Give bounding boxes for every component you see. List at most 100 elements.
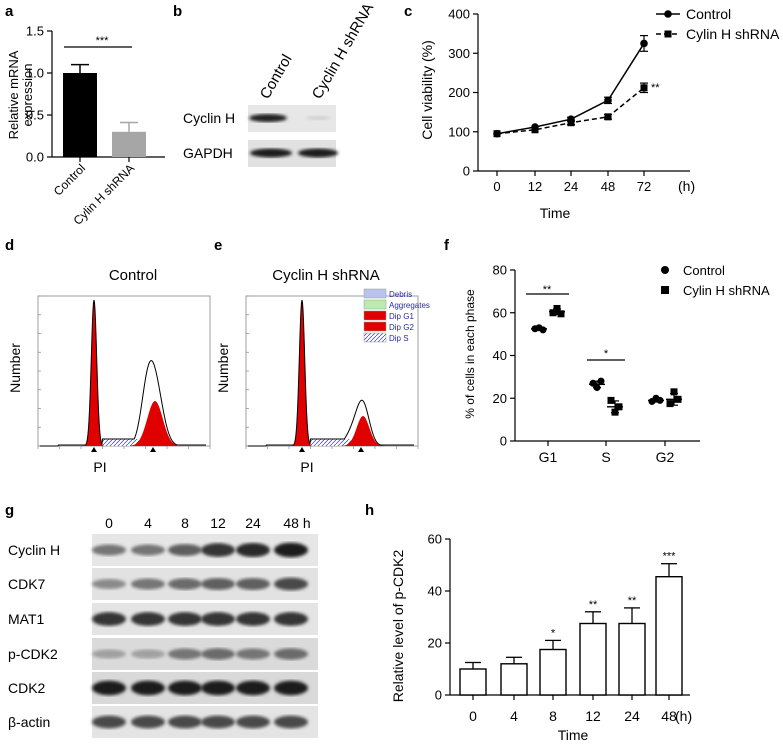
panel-c-x-tick-label: 0 [493,179,500,194]
panel-h-x-tick-label: 4 [510,708,518,724]
panel-g-band [168,578,202,590]
panel-f-sig-2: * [604,348,609,360]
panel-c-tick-label: 100 [448,124,470,139]
panel-f-tick-label: 20 [493,391,507,406]
panel-g-timepoint: 24 [245,515,261,531]
panel-g-band [274,542,308,558]
panel-c-tick-label: 300 [448,46,470,61]
panel-a-bar [112,131,146,157]
panel-g-band [131,578,165,590]
panel-g-band [274,648,308,660]
panel-h-x-tick-label: 12 [585,708,601,724]
histogram-g2-peak [131,401,177,446]
panel-f-point [615,403,623,411]
panel-b-letter: b [173,3,182,20]
panel-g-band [274,577,308,591]
panel-g-band [131,715,165,729]
panel-g-band [274,680,308,696]
panel-a-tick-label: 0.5 [26,108,44,123]
panel-f-point [674,395,682,403]
panel-h-tick-label: 0 [435,688,442,703]
panel-f-point [611,408,619,416]
panel-c-sig: ** [651,82,660,94]
panel-b-band [306,116,330,120]
panel-f-point [670,388,678,396]
panel-d-letter: d [5,237,14,254]
panel-h-sig: *** [663,551,677,563]
panel-c-tick-label: 0 [463,164,470,179]
panel-h-sig: * [551,627,556,639]
panel-h-x-tick-label: 48 [661,708,677,724]
panel-e-xlabel: PI [300,459,313,475]
panel-g-timepoint: 48 h [283,515,310,531]
panel-f-point [597,377,605,385]
panel-b: b Control Cyclin H shRNA Cyclin H GAPDH [173,0,377,167]
panel-f-letter: f [444,237,450,254]
panel-f-ylabel: % of cells in each phase [463,289,477,419]
panel-g-band [92,680,126,696]
panel-b-lane-control: Control [257,52,296,102]
panel-g-letter: g [5,502,14,519]
panel-g-band [201,648,235,660]
panel-g-band [131,649,165,659]
panel-c-x-tick-label: 24 [564,179,578,194]
panel-h-bar [539,648,567,696]
histogram-outline [40,299,206,447]
histogram-g2-marker [358,447,364,452]
panel-g-timepoint: 0 [105,515,113,531]
panel-f-point [539,326,547,334]
histogram-outline [248,299,414,447]
panel-e-legend-label: Aggregates [389,301,430,310]
histogram-g2-marker [150,447,156,452]
panel-a-category: Control [51,161,88,198]
panel-c-letter: c [404,3,412,20]
panel-d: d Control Number PI [5,237,211,475]
panel-c-legend-marker [664,10,672,18]
panel-g-row-label: CDK7 [8,576,46,592]
panel-d-xlabel: PI [93,459,106,475]
panel-e-legend-label: Dip G2 [389,323,414,332]
panel-a-bar [63,73,97,157]
panel-c-unit: (h) [678,178,695,194]
panel-f-tick-label: 60 [493,305,507,320]
panel-g-band [201,680,235,696]
panel-f: f % of cells in each phase 0 20 40 60 80 G1 S G… [444,237,770,465]
panel-g-row-label: MAT1 [8,611,45,627]
panel-g-row-label: p-CDK2 [8,646,58,662]
panel-h-bar [579,622,607,696]
panel-d-title: Control [109,267,157,284]
panel-c-x-tick-label: 12 [528,179,542,194]
panel-g-band [236,542,270,558]
panel-e-legend-swatch [363,310,387,321]
panel-f-category: S [601,449,610,465]
panel-b-band [250,148,292,158]
panel-h-sig: ** [589,599,598,611]
panel-f-legend-label: Control [683,263,725,278]
panel-h-tick-label: 60 [428,532,442,547]
panel-f-point [593,384,601,392]
panel-c-point [640,84,648,92]
panel-c-point [604,113,612,121]
panel-f-point [557,310,565,318]
panel-g-band [168,544,202,556]
panel-f-legend-marker [661,266,669,274]
panel-h-unit: (h) [675,708,692,724]
panel-c-point [531,126,539,134]
panel-g-band [236,612,270,626]
histogram-g2-peak [339,416,385,446]
panel-g-row-label: CDK2 [8,680,46,696]
panel-e-legend-swatch [363,299,387,310]
panel-g-band [201,578,235,590]
panel-g-timepoint: 12 [210,515,226,531]
histogram-g1-marker [91,447,97,452]
panel-e: e Cyclin H shRNA Number PI Debris Aggrega… [214,237,430,475]
panel-g-band [274,612,308,626]
panel-f-tick-label: 40 [493,348,507,363]
panel-g-row-label: β-actin [8,714,50,730]
panel-c-ylabel: Cell viability (%) [419,40,435,140]
panel-a-sig: *** [96,35,110,47]
panel-g-band [201,715,235,729]
histogram-frame [37,295,211,447]
panel-e-legend-swatch [363,332,387,343]
panel-f-category: G2 [656,449,675,465]
